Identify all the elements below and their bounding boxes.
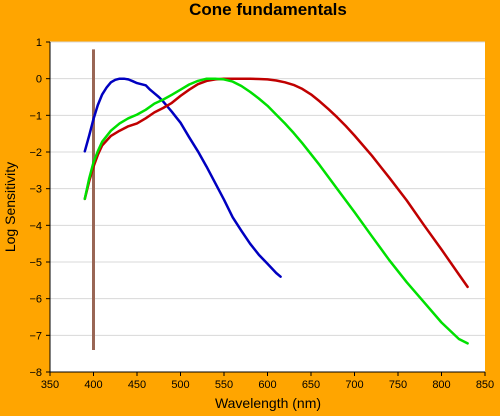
x-tick-label: 550	[215, 379, 233, 391]
y-tick-label: −3	[29, 184, 42, 196]
y-axis-label: Log Sensitivity	[2, 162, 18, 252]
y-tick-label: −5	[29, 257, 42, 269]
y-tick-label: −6	[29, 294, 42, 306]
y-tick-label: −4	[29, 220, 42, 232]
x-tick-label: 800	[432, 379, 450, 391]
series-line-1	[83, 77, 282, 278]
series-group	[83, 77, 469, 345]
y-tick-label: −1	[29, 110, 42, 122]
series-line-2	[83, 77, 469, 289]
x-axis: 350 400 450 500 550 600 650 700 750 800 850	[41, 371, 494, 391]
x-tick-label: 650	[302, 379, 320, 391]
x-tick-label: 450	[128, 379, 146, 391]
y-axis: 1 0 −1 −2 −3 −4 −5 −6 −7 −8	[29, 37, 51, 379]
x-axis-label: Wavelength (nm)	[215, 395, 321, 411]
x-tick-label: 400	[84, 379, 102, 391]
plot-area	[50, 42, 485, 372]
y-tick-label: −7	[29, 330, 42, 342]
x-tick-label: 350	[41, 379, 59, 391]
y-tick-label: −8	[29, 367, 42, 379]
y-tick-label: 1	[36, 37, 42, 49]
x-tick-label: 500	[171, 379, 189, 391]
x-tick-label: 850	[476, 379, 494, 391]
chart-title: Cone fundamentals	[189, 0, 347, 19]
x-tick-label: 700	[345, 379, 363, 391]
x-tick-label: 600	[258, 379, 276, 391]
y-tick-label: −2	[29, 147, 42, 159]
series-line-3	[83, 77, 469, 345]
y-tick-label: 0	[36, 74, 42, 86]
x-tick-label: 750	[389, 379, 407, 391]
